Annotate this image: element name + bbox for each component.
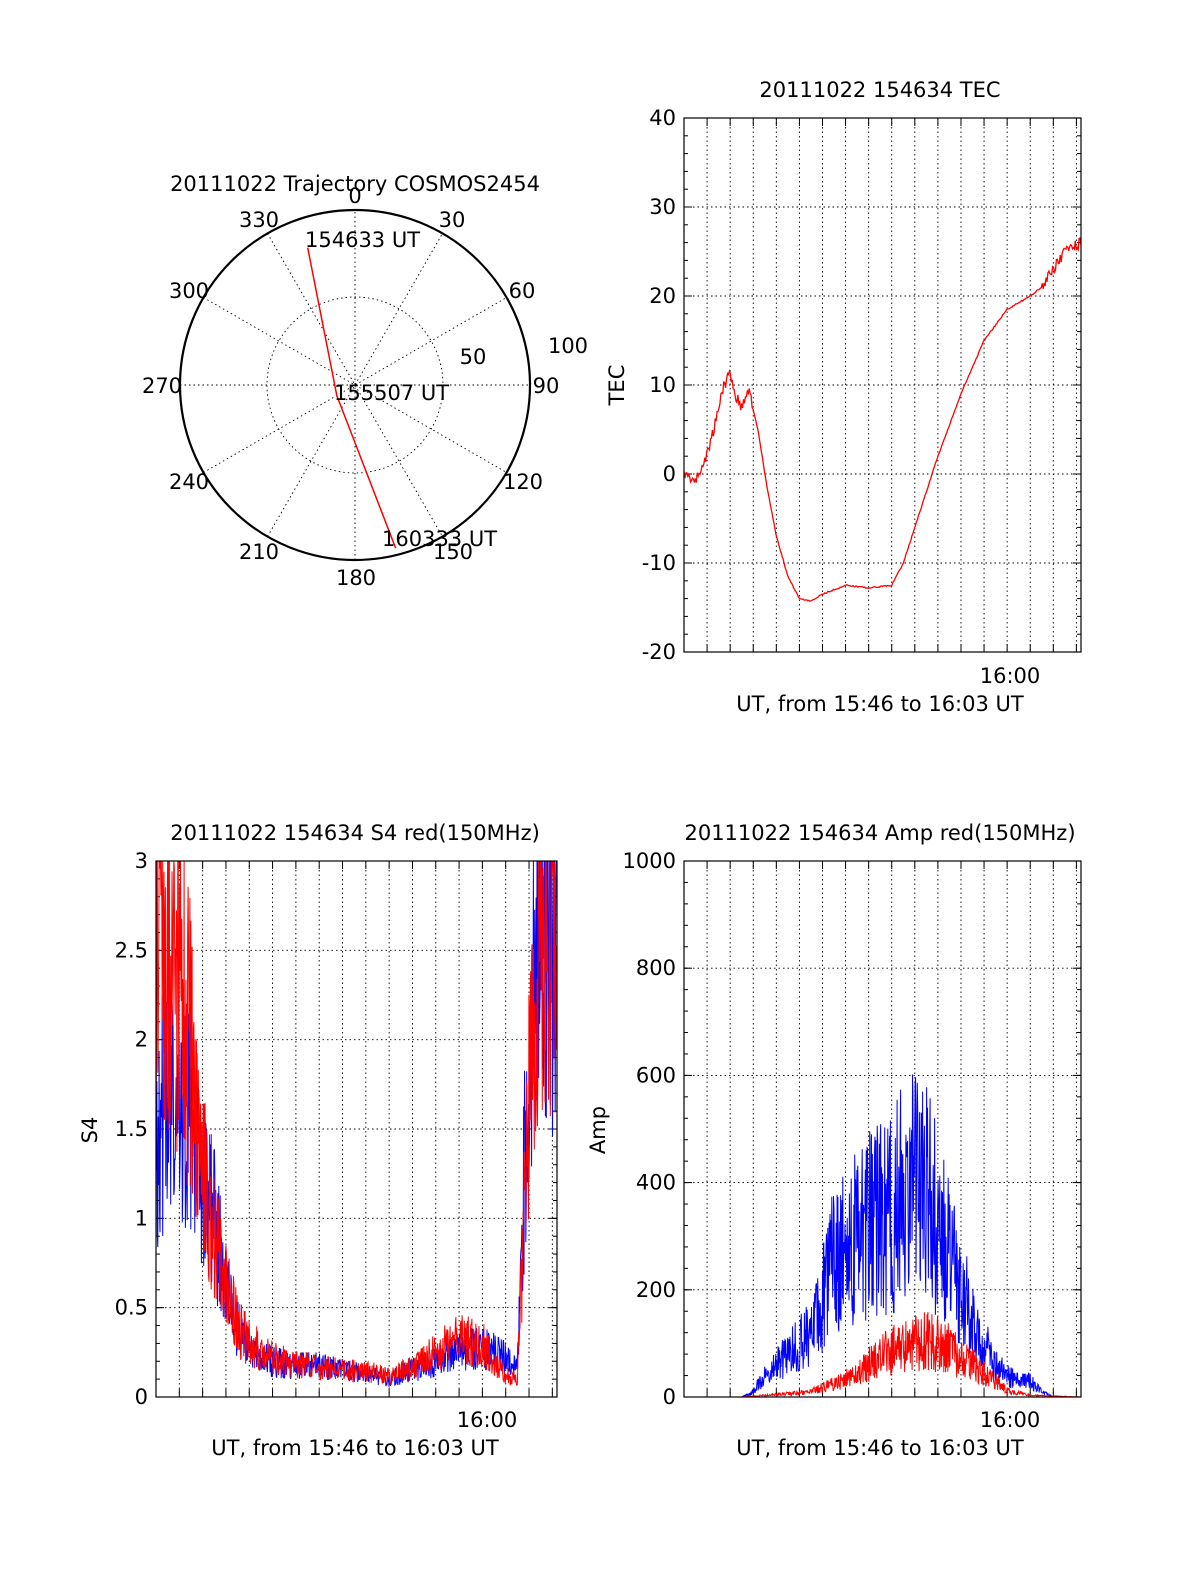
tec-y-tick-label: 0	[663, 462, 676, 486]
polar-ring-50	[266, 296, 444, 474]
amp-plot-frame	[683, 860, 1082, 1398]
polar-angle-300: 300	[169, 279, 209, 303]
polar-angle-210: 210	[239, 540, 279, 564]
polar-angle-0: 0	[348, 184, 361, 208]
polar-angle-330: 330	[239, 208, 279, 232]
tec-y-tick-label: 30	[649, 195, 676, 219]
s4-plot-frame	[155, 860, 558, 1398]
tec-grid	[684, 118, 1081, 652]
amp-x-axis-label: UT, from 15:46 to 16:03 UT	[736, 1436, 1024, 1460]
tec-y-tick-label: 20	[649, 284, 676, 308]
polar-angle-180: 180	[336, 566, 376, 590]
s4-series-layer	[155, 860, 558, 1387]
s4-y-tick-label: 0	[135, 1385, 148, 1409]
trajectory-title: 20111022 Trajectory COSMOS2454	[170, 172, 540, 196]
polar-ring-label-50: 50	[460, 345, 487, 369]
tec-series-layer	[683, 237, 1082, 602]
s4-x-tick-label-1600: 16:00	[457, 1408, 518, 1432]
polar-angle-60: 60	[509, 279, 536, 303]
tec-y-tick-label: -10	[642, 551, 676, 575]
trajectory-track	[306, 247, 397, 549]
amp-y-tick-label: 0	[663, 1385, 676, 1409]
trajectory-start-time: 154633 UT	[305, 228, 420, 252]
tec-y-tick-label: 40	[649, 106, 676, 130]
s4-y-tick-label: 3	[135, 849, 148, 873]
amp-ticks	[684, 860, 1081, 1398]
amp-title: 20111022 154634 Amp red(150MHz)	[684, 821, 1075, 845]
tec-chart: 20111022 154634 TEC -20 -10 0 10 20 30 40 16:0…	[605, 78, 1082, 716]
polar-angle-90: 90	[533, 374, 560, 398]
s4-ticks	[156, 860, 557, 1398]
tec-y-tick-label: -20	[642, 640, 676, 664]
tec-x-tick-label-1600: 16:00	[980, 664, 1041, 688]
s4-title: 20111022 154634 S4 red(150MHz)	[170, 821, 540, 845]
amp-y-tick-label: 400	[636, 1171, 676, 1195]
tec-y-tick-label: 10	[649, 373, 676, 397]
trajectory-end-time: 160333 UT	[382, 527, 497, 551]
tec-plot-frame	[683, 117, 1082, 653]
s4-y-tick-label: 2	[135, 1028, 148, 1052]
tec-title: 20111022 154634 TEC	[759, 78, 1000, 102]
amp-y-axis-label: Amp	[586, 1106, 610, 1154]
amp-y-tick-labels: 0 200 400 600 800 1000	[623, 849, 676, 1409]
s4-y-tick-label: 0.5	[115, 1296, 148, 1320]
s4-grid	[156, 861, 557, 1397]
polar-angle-30: 30	[439, 208, 466, 232]
tec-ticks	[684, 117, 1081, 653]
trajectory-mid-time: 155507 UT	[334, 381, 449, 405]
s4-y-tick-label: 1.5	[115, 1117, 148, 1141]
s4-blue-series	[155, 860, 558, 1387]
polar-angle-150: 150	[433, 540, 473, 564]
s4-y-tick-label: 1	[135, 1206, 148, 1230]
tec-red-series	[683, 237, 1082, 602]
amp-chart: 20111022 154634 Amp red(150MHz) 0 200 400 6…	[586, 821, 1082, 1460]
amp-blue-series	[684, 1074, 1081, 1398]
polar-ring-label-100: 100	[548, 334, 588, 358]
tec-x-axis-label: UT, from 15:46 to 16:03 UT	[736, 692, 1024, 716]
trajectory-polar-plot: 20111022 Trajectory COSMOS2454 0 30 60 9…	[142, 172, 588, 590]
tec-y-axis-label: TEC	[605, 365, 629, 407]
polar-angle-240: 240	[169, 470, 209, 494]
s4-y-tick-labels: 0 0.5 1 1.5 2 2.5 3	[115, 849, 148, 1409]
amp-y-tick-label: 1000	[623, 849, 676, 873]
s4-x-axis-label: UT, from 15:46 to 16:03 UT	[211, 1436, 499, 1460]
polar-angle-labels: 0 30 60 90 120 150 180 210 240 270 300 3…	[142, 184, 588, 590]
amp-grid	[684, 861, 1081, 1397]
s4-red-series	[155, 860, 558, 1387]
amp-red-series	[684, 1311, 1081, 1398]
amp-y-tick-label: 200	[636, 1278, 676, 1302]
amp-y-tick-label: 600	[636, 1063, 676, 1087]
tec-y-tick-labels: -20 -10 0 10 20 30 40	[642, 106, 676, 664]
s4-y-tick-label: 2.5	[115, 938, 148, 962]
amp-y-tick-label: 800	[636, 956, 676, 980]
amp-x-tick-label-1600: 16:00	[980, 1408, 1041, 1432]
s4-y-axis-label: S4	[78, 1117, 102, 1144]
polar-angle-270: 270	[142, 374, 182, 398]
amp-series-layer	[684, 1074, 1081, 1398]
polar-angle-120: 120	[503, 470, 543, 494]
s4-chart: 20111022 154634 S4 red(150MHz) 0 0.5 1 1.5 2…	[78, 821, 558, 1460]
